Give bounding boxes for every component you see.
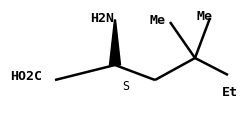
Text: HO2C: HO2C — [10, 69, 42, 83]
Text: Et: Et — [221, 86, 237, 99]
Text: Me: Me — [150, 14, 165, 27]
Text: H2N: H2N — [90, 12, 114, 25]
Polygon shape — [109, 20, 120, 65]
Text: S: S — [122, 80, 128, 93]
Text: Me: Me — [196, 10, 212, 23]
